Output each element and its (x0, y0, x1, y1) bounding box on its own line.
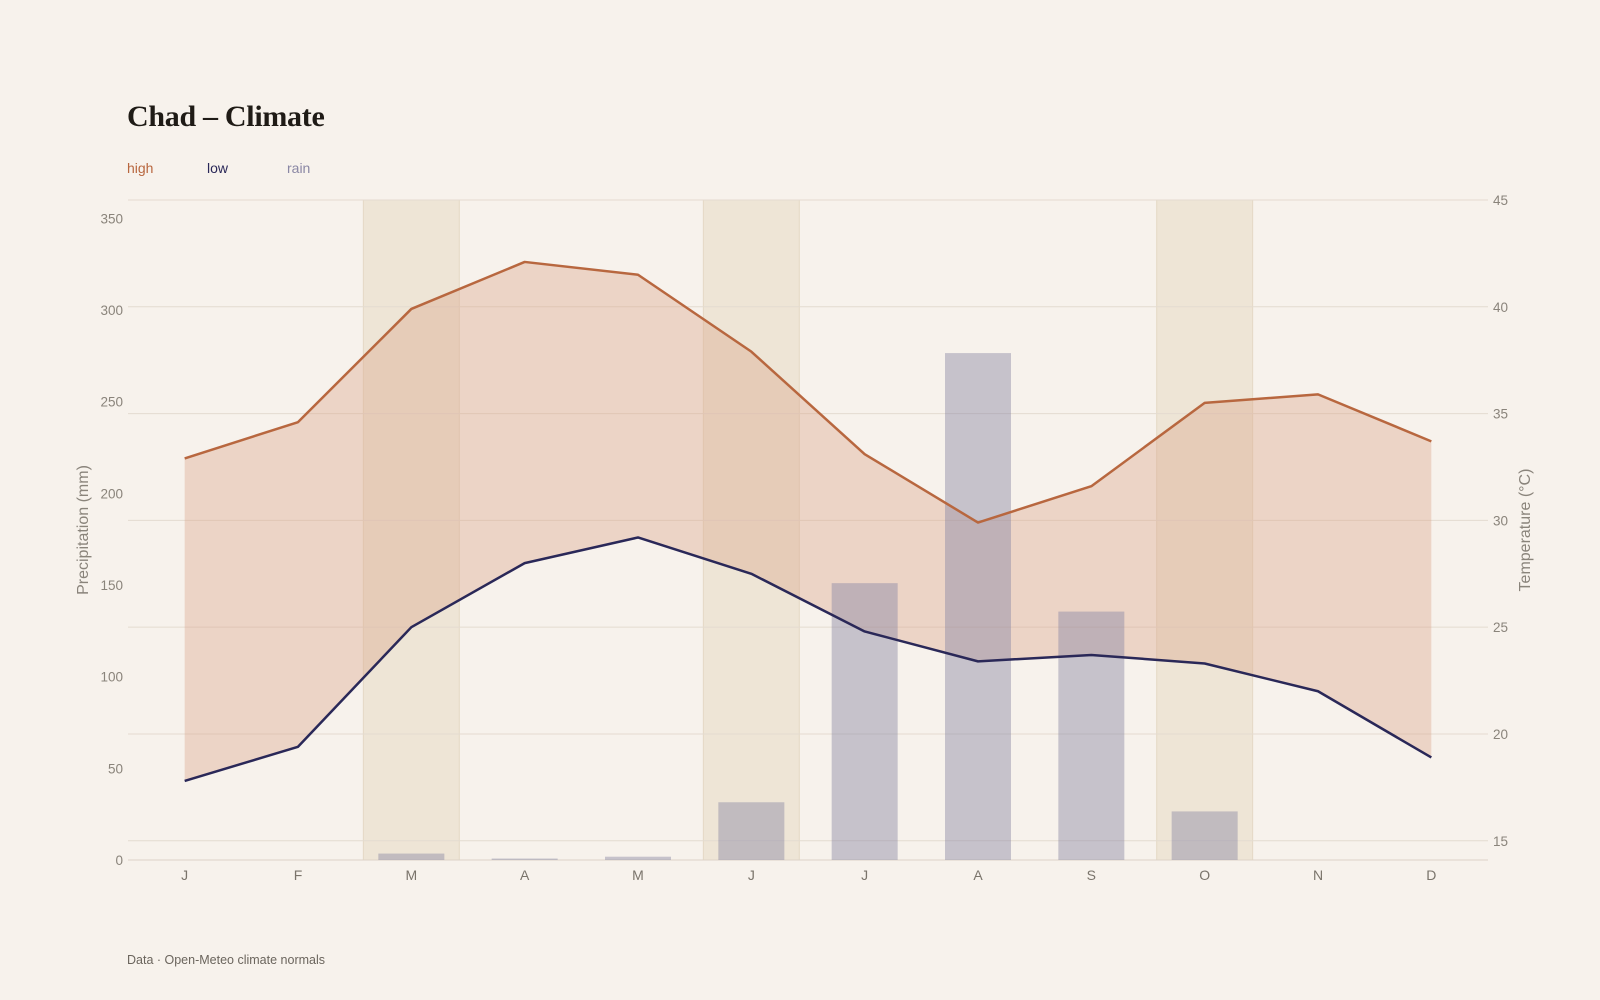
month-tick-label: M (405, 867, 417, 883)
highlight-band (702, 199, 800, 861)
left-tick-label: 150 (100, 578, 123, 593)
month-tick-label: A (973, 867, 983, 883)
rain-bar (718, 802, 785, 860)
temperature-range-area (184, 261, 1432, 781)
rain-bar (378, 853, 445, 860)
month-tick-label: N (1313, 867, 1323, 883)
legend-rain: rain (287, 160, 311, 176)
legend-low: low (207, 160, 229, 176)
right-axis-title: Temperature (°C) (1517, 469, 1534, 592)
right-tick-label: 15 (1493, 834, 1508, 849)
right-tick-label: 30 (1493, 513, 1508, 528)
right-tick-label: 45 (1493, 193, 1508, 208)
low-temperature-line (184, 536, 1432, 783)
rain-bar (491, 858, 558, 860)
month-tick-label: J (748, 867, 755, 883)
rain-bar (831, 583, 898, 860)
data-source-note: Data · Open-Meteo climate normals (127, 953, 325, 967)
month-tick-label: O (1199, 867, 1210, 883)
left-tick-label: 200 (100, 486, 123, 501)
month-tick-label: J (861, 867, 868, 883)
left-tick-label: 50 (108, 761, 123, 776)
month-tick-label: M (632, 867, 644, 883)
right-tick-label: 25 (1493, 620, 1508, 635)
right-tick-label: 40 (1493, 300, 1508, 315)
rain-bar (945, 353, 1011, 860)
rain-bar (605, 856, 671, 860)
rain-bar (1171, 811, 1238, 860)
month-tick-label: J (181, 867, 188, 883)
chart-title: Chad – Climate (127, 100, 325, 133)
month-tick-label: F (294, 867, 303, 883)
rain-bar (1058, 611, 1125, 860)
left-tick-label: 350 (100, 211, 123, 226)
high-temperature-line (184, 260, 1432, 524)
legend-high: high (127, 160, 154, 176)
right-tick-label: 20 (1493, 727, 1508, 742)
left-tick-label: 300 (100, 303, 123, 318)
month-tick-label: S (1087, 867, 1096, 883)
left-tick-label: 100 (100, 670, 123, 685)
left-axis-title: Precipitation (mm) (75, 465, 92, 595)
legend: high low rain (127, 160, 367, 176)
month-tick-label: D (1426, 867, 1436, 883)
month-tick-label: A (520, 867, 530, 883)
left-tick-label: 0 (115, 853, 123, 868)
highlight-band (1156, 199, 1254, 861)
left-tick-label: 250 (100, 395, 123, 410)
right-tick-label: 35 (1493, 407, 1508, 422)
